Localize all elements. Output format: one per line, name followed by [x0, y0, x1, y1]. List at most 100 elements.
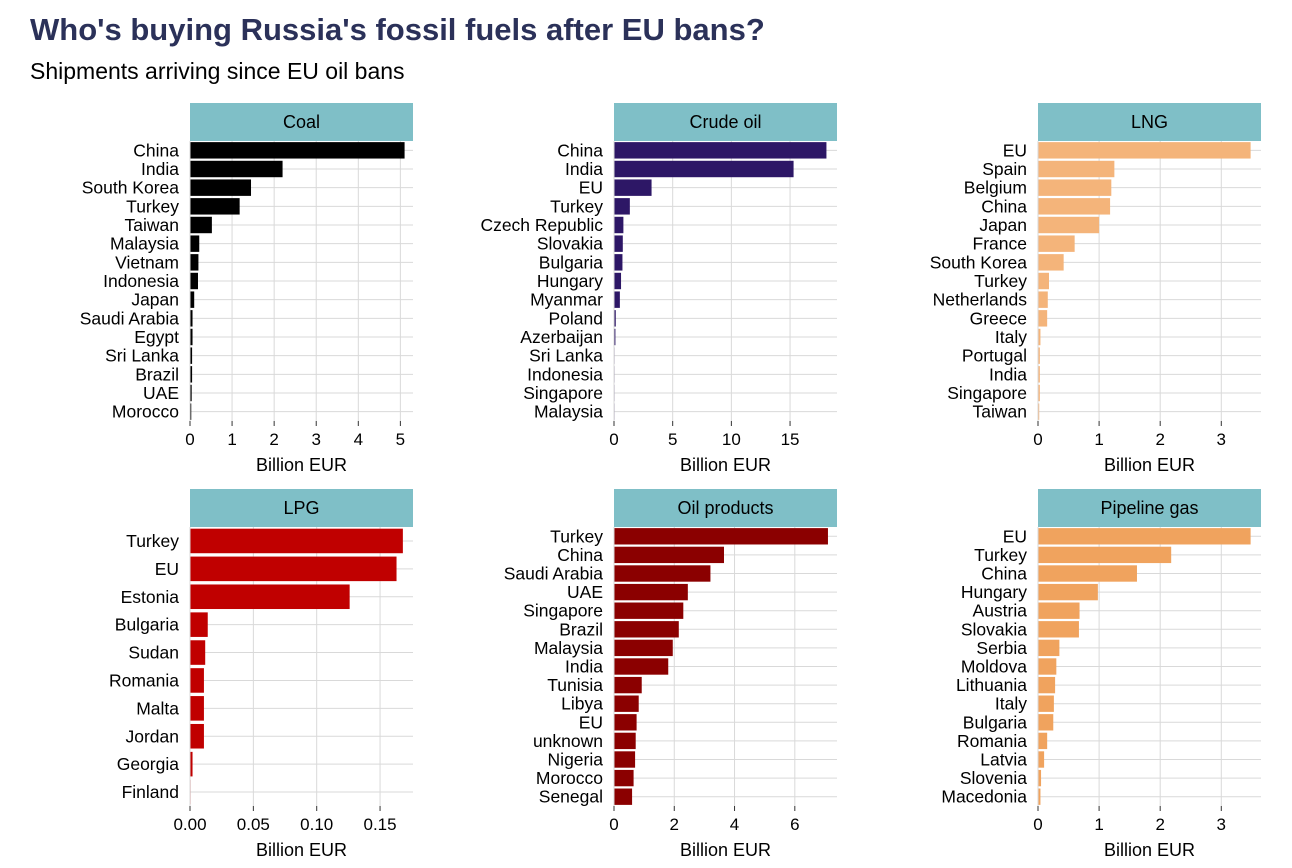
- chart-3-label-georgia: Georgia: [117, 754, 180, 774]
- chart-3-label-malta: Malta: [136, 698, 179, 718]
- chart-1-label-turkey: Turkey: [550, 196, 603, 216]
- chart-3-xtick-label-0: 0.00: [173, 815, 206, 834]
- chart-4-bar-libya: [614, 695, 639, 712]
- chart-1-bar-slovakia: [614, 235, 623, 252]
- chart-3-label-turkey: Turkey: [126, 531, 179, 551]
- chart-2-bar-eu: [1038, 142, 1251, 159]
- chart-3-label-estonia: Estonia: [121, 587, 180, 607]
- chart-2-label-spain: Spain: [982, 159, 1027, 179]
- chart-4-label-brazil: Brazil: [559, 619, 603, 639]
- chart-0-label-sri-lanka: Sri Lanka: [105, 346, 179, 366]
- chart-0-label-indonesia: Indonesia: [103, 271, 179, 291]
- chart-0-bar-india: [190, 160, 283, 178]
- chart-4-xtick-label-0: 0: [609, 815, 618, 834]
- chart-0-xtick-label-0: 0: [185, 430, 194, 449]
- chart-0-strip: [190, 103, 413, 141]
- chart-3-xtick-label-2: 0.10: [300, 815, 333, 834]
- chart-5-bar-macedonia: [1038, 788, 1041, 805]
- chart-1-label-china: China: [557, 140, 603, 160]
- chart-5-bar-serbia: [1038, 639, 1060, 657]
- chart-3-bar-romania: [190, 668, 204, 693]
- chart-5-label-china: China: [981, 564, 1027, 584]
- chart-3-label-jordan: Jordan: [125, 726, 179, 746]
- chart-2-bar-greece: [1038, 310, 1048, 327]
- chart-1-label-slovakia: Slovakia: [537, 234, 603, 254]
- chart-4-label-morocco: Morocco: [536, 768, 603, 788]
- chart-2-panel-title: LNG: [1131, 112, 1168, 132]
- chart-0-label-vietnam: Vietnam: [115, 252, 179, 272]
- chart-5-label-austria: Austria: [973, 601, 1028, 621]
- chart-5-bar-slovakia: [1038, 621, 1079, 638]
- chart-2-xtick-label-1: 1: [1094, 430, 1103, 449]
- chart-2-bar-south-korea: [1038, 254, 1064, 271]
- chart-2-bar-netherlands: [1038, 291, 1048, 308]
- chart-3-bar-estonia: [190, 584, 350, 610]
- chart-5-bar-italy: [1038, 695, 1054, 712]
- chart-1-label-eu: EU: [579, 178, 603, 198]
- chart-1-bar-czech-republic: [614, 216, 624, 234]
- chart-5-label-latvia: Latvia: [980, 750, 1027, 770]
- chart-4-bar-malaysia: [614, 639, 673, 657]
- chart-5-label-eu: EU: [1003, 526, 1027, 546]
- chart-0-label-morocco: Morocco: [112, 402, 179, 422]
- chart-2-label-netherlands: Netherlands: [933, 290, 1028, 310]
- chart-2-label-turkey: Turkey: [974, 271, 1027, 291]
- chart-4-bar-uae: [614, 583, 688, 601]
- chart-5-x-axis-title: Billion EUR: [1104, 840, 1195, 860]
- chart-5-xtick-label-0: 0: [1033, 815, 1042, 834]
- chart-1-label-poland: Poland: [549, 308, 604, 328]
- chart-4-label-uae: UAE: [567, 582, 603, 602]
- chart-5-bar-slovenia: [1038, 769, 1042, 787]
- chart-2-bar-taiwan: [1038, 403, 1040, 420]
- chart-2-label-france: France: [973, 234, 1027, 254]
- chart-5-label-hungary: Hungary: [961, 582, 1027, 602]
- chart-1-strip: [614, 103, 837, 141]
- chart-2-bar-china: [1038, 198, 1111, 215]
- chart-2-xtick-label-3: 3: [1217, 430, 1226, 449]
- chart-0-bar-vietnam: [190, 254, 199, 271]
- chart-0-label-india: India: [141, 159, 179, 179]
- chart-1-label-sri-lanka: Sri Lanka: [529, 346, 603, 366]
- chart-3-bar-georgia: [190, 751, 193, 777]
- chart-4-bar-brazil: [614, 621, 679, 638]
- chart-1-xtick-label-1: 5: [668, 430, 677, 449]
- chart-5-label-turkey: Turkey: [974, 545, 1027, 565]
- chart-0-bar-taiwan: [190, 216, 212, 234]
- chart-4-bar-unknown: [614, 732, 636, 750]
- chart-2-bar-singapore: [1038, 384, 1040, 402]
- chart-4-label-china: China: [557, 545, 603, 565]
- chart-2-label-south-korea: South Korea: [930, 252, 1028, 272]
- chart-4-bar-turkey: [614, 528, 828, 545]
- chart-0-bar-egypt: [190, 328, 193, 346]
- chart-4-label-turkey: Turkey: [550, 526, 603, 546]
- chart-4-bar-singapore: [614, 602, 684, 619]
- chart-2-bar-japan: [1038, 216, 1100, 234]
- chart-5-xtick-label-2: 2: [1155, 815, 1164, 834]
- chart-4-bar-eu: [614, 714, 637, 731]
- chart-4-label-nigeria: Nigeria: [548, 750, 604, 770]
- chart-0-bar-uae: [190, 384, 192, 402]
- chart-5-label-serbia: Serbia: [976, 638, 1027, 658]
- chart-4-bar-morocco: [614, 769, 634, 787]
- chart-1-xtick-label-3: 15: [781, 430, 800, 449]
- chart-0-bar-china: [190, 142, 405, 159]
- chart-3-label-romania: Romania: [109, 670, 179, 690]
- chart-0-bar-japan: [190, 291, 195, 308]
- chart-5-label-romania: Romania: [957, 731, 1027, 751]
- chart-5-bar-hungary: [1038, 583, 1098, 601]
- chart-2-bar-italy: [1038, 328, 1041, 346]
- chart-0-bar-south-korea: [190, 179, 252, 196]
- chart-2-label-taiwan: Taiwan: [973, 402, 1027, 422]
- chart-4-label-senegal: Senegal: [539, 787, 603, 807]
- chart-3-xtick-label-3: 0.15: [364, 815, 397, 834]
- chart-1-bar-azerbaijan: [614, 328, 616, 346]
- chart-3-label-sudan: Sudan: [128, 643, 179, 663]
- chart-2-label-japan: Japan: [979, 215, 1027, 235]
- chart-0-label-turkey: Turkey: [126, 196, 179, 216]
- chart-3-bar-malta: [190, 696, 204, 721]
- chart-2-bar-india: [1038, 366, 1040, 383]
- chart-1-bar-bulgaria: [614, 254, 623, 271]
- chart-4-label-libya: Libya: [561, 694, 603, 714]
